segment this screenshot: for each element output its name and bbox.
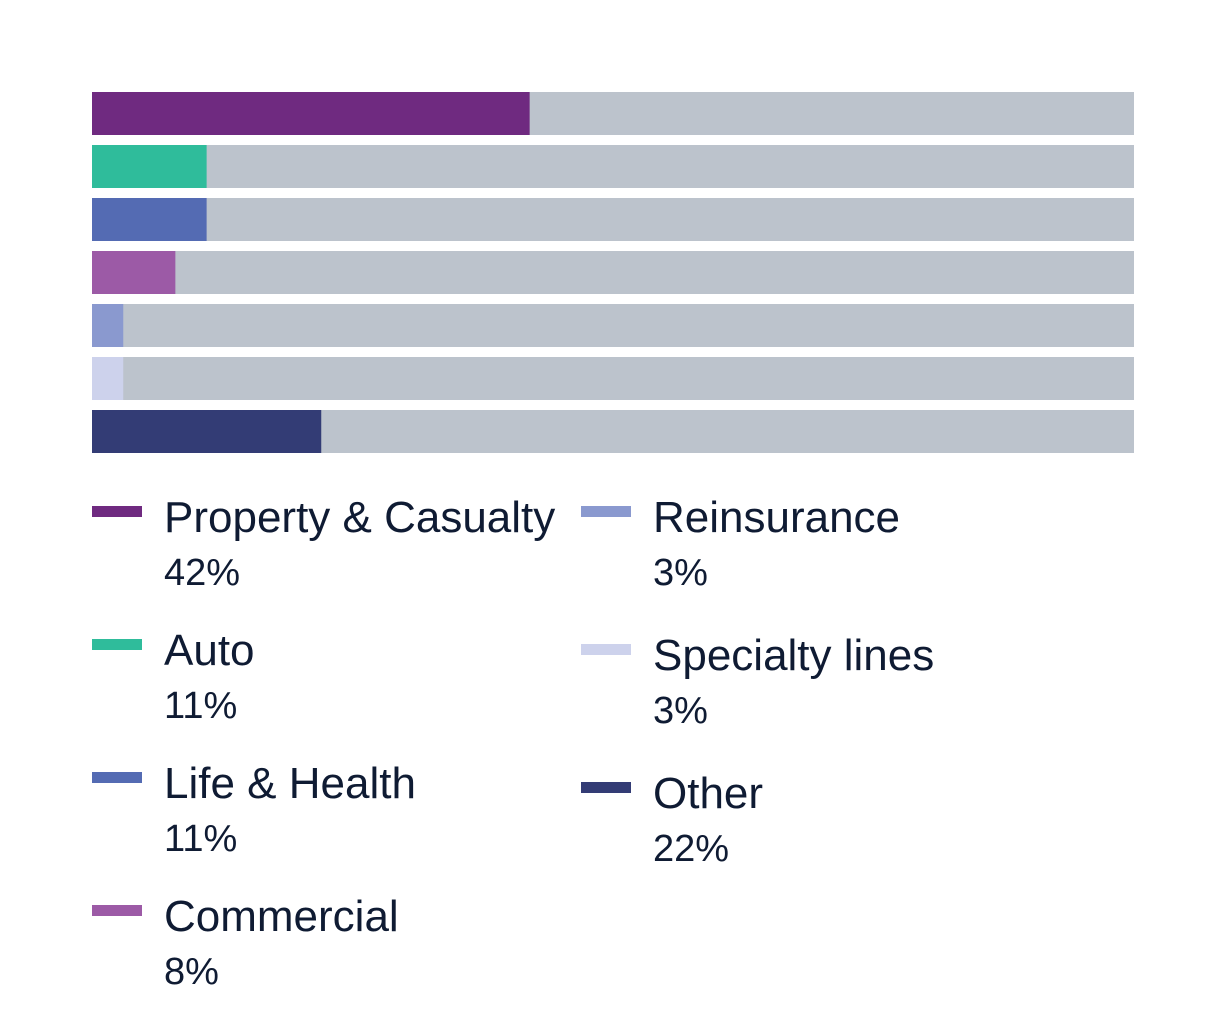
bar-specialty-lines	[92, 357, 124, 400]
bar-track-auto	[92, 145, 1134, 188]
legend-value: 42%	[164, 552, 241, 594]
legend-label: Life & Health	[164, 759, 416, 808]
legend-swatch	[581, 506, 631, 517]
legend-label: Other	[653, 769, 764, 818]
legend-item-reinsurance: Reinsurance 3%	[581, 492, 1081, 626]
bar-track-reinsurance	[92, 304, 1134, 347]
bar-auto	[92, 145, 207, 188]
bar-chart	[92, 92, 1134, 453]
legend-value: 3%	[653, 552, 708, 594]
legend-label: Specialty lines	[653, 631, 935, 680]
legend-swatch	[92, 905, 142, 916]
legend-value: 11%	[164, 685, 238, 727]
legend-value: 22%	[653, 828, 730, 870]
legend-label: Commercial	[164, 892, 399, 941]
bar-life-and-health	[92, 198, 207, 241]
bar-property-and-casualty	[92, 92, 530, 135]
bar-track-life-and-health	[92, 198, 1134, 241]
bar-track-specialty-lines	[92, 357, 1134, 400]
bar-track-commercial	[92, 251, 1134, 294]
bar-other	[92, 410, 322, 453]
legend-label: Auto	[164, 626, 255, 675]
legend-item-other: Other 22%	[581, 768, 1081, 902]
legend-value: 8%	[164, 951, 219, 993]
legend-item-specialty-lines: Specialty lines 3%	[581, 630, 1081, 764]
legend-swatch	[581, 644, 631, 655]
legend-swatch	[581, 782, 631, 793]
legend-swatch	[92, 639, 142, 650]
legend-label: Reinsurance	[653, 493, 901, 542]
bar-reinsurance	[92, 304, 124, 347]
legend-value: 3%	[653, 690, 708, 732]
bar-commercial	[92, 251, 176, 294]
legend-label: Property & Casualty	[164, 493, 556, 542]
legend-value: 11%	[164, 818, 238, 860]
legend-swatch	[92, 506, 142, 517]
legend-swatch	[92, 772, 142, 783]
